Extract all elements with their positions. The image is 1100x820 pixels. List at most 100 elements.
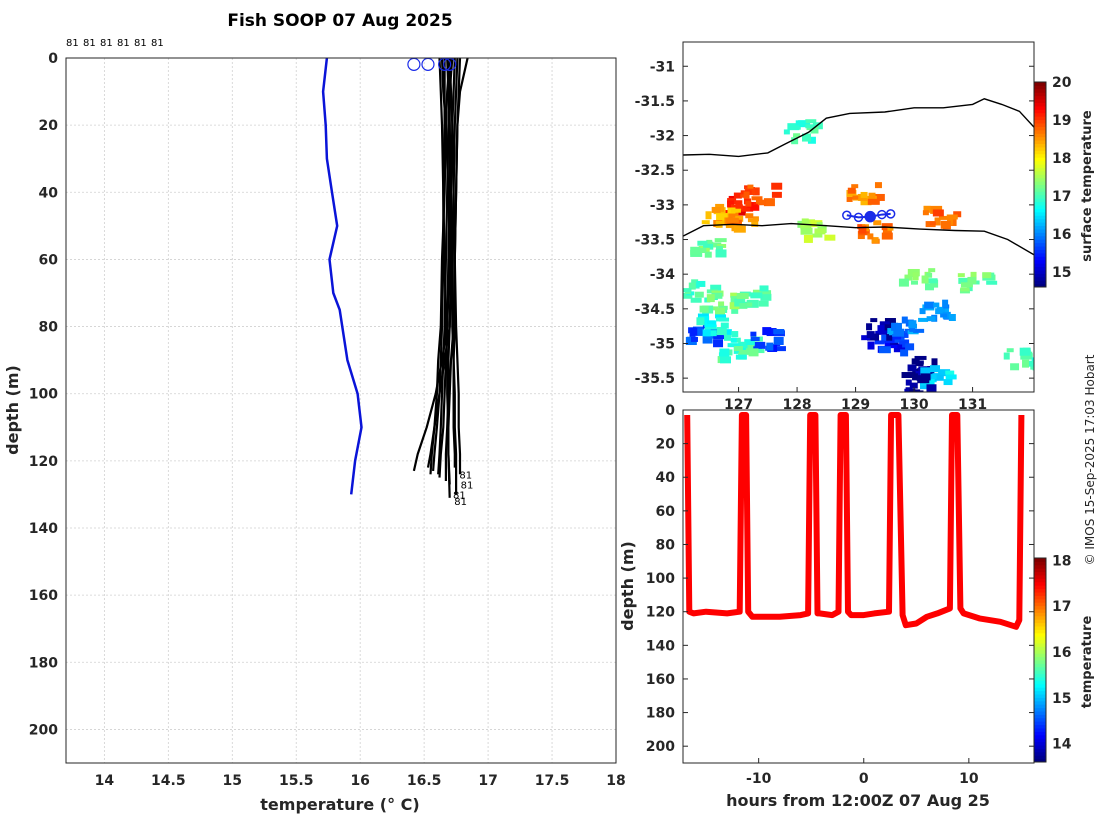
- profile-line-profile-12: [452, 57, 462, 468]
- profile-x-tick-label: 14: [95, 773, 115, 789]
- section-y-tick-label: 80: [656, 537, 676, 553]
- section-colorbar-segment: [1034, 646, 1046, 651]
- map-sst-pixel: [750, 331, 757, 337]
- map-colorbar-segment: [1034, 246, 1046, 250]
- map-colorbar-tick-label: 20: [1052, 75, 1072, 91]
- credit-text: © IMOS 15-Sep-2025 17:03 Hobart: [1083, 354, 1097, 565]
- map-x-tick-label: 129: [841, 397, 870, 413]
- section-colorbar-segment: [1034, 598, 1046, 603]
- map-sst-pixel: [982, 272, 992, 279]
- section-colorbar-segment: [1034, 751, 1046, 756]
- section-y-tick-label: 20: [656, 437, 676, 453]
- section-colorbar-segment: [1034, 564, 1046, 569]
- profile-y-tick-label: 80: [39, 320, 59, 336]
- map-sst-pixel: [887, 328, 894, 335]
- map-colorbar-segment: [1034, 211, 1046, 216]
- map-sst-pixel: [912, 373, 919, 381]
- map-sst-pixel: [726, 217, 739, 223]
- map-sst-pixel: [814, 228, 826, 235]
- map-y-tick-label: -35.5: [635, 371, 675, 387]
- map-colorbar-segment: [1034, 232, 1046, 237]
- map-sst-pixel: [930, 365, 941, 373]
- map-sst-pixel: [915, 362, 924, 367]
- map-content: [683, 98, 1034, 392]
- map-sst-pixel: [866, 323, 873, 331]
- map-sst-pixel: [943, 379, 953, 386]
- profile-line-profile-11: [438, 57, 451, 485]
- map-sst-pixel: [766, 342, 774, 351]
- map-sst-pixel: [697, 240, 708, 246]
- map-colorbar-segment: [1034, 273, 1046, 278]
- section-y-label: depth (m): [618, 541, 637, 631]
- map-sst-pixel: [874, 182, 882, 189]
- map-sst-pixel: [931, 358, 938, 367]
- profile-y-tick-label: 20: [39, 118, 59, 134]
- map-sst-pixel: [867, 198, 880, 205]
- map-sst-pixel: [723, 334, 731, 341]
- map-sst-pixel: [752, 187, 760, 196]
- map-sst-pixel: [748, 348, 759, 357]
- map-colorbar-segment: [1034, 112, 1046, 117]
- map-sst-pixel: [802, 133, 812, 142]
- map-colorbar-segment: [1034, 235, 1046, 240]
- map-colorbar-segment: [1034, 184, 1046, 189]
- map-sst-pixel: [915, 370, 925, 376]
- map-y-tick-label: -34.5: [635, 302, 675, 318]
- profile-end-label: 81: [459, 470, 472, 481]
- section-colorbar-segment: [1034, 690, 1046, 695]
- map-colorbar-segment: [1034, 283, 1046, 288]
- profile-start-marker: [421, 57, 435, 71]
- section-colorbar-segment: [1034, 738, 1046, 743]
- profile-y-tick-label: 140: [29, 521, 58, 537]
- profile-x-tick-label: 15: [223, 773, 242, 789]
- section-colorbar-segment: [1034, 636, 1046, 641]
- map-y-tick-label: -33: [650, 198, 675, 214]
- map-sst-pixel: [918, 317, 929, 322]
- map-sst-pixel: [970, 271, 977, 280]
- section-colorbar-segment: [1034, 656, 1046, 661]
- map-sst-pixel: [735, 354, 747, 360]
- surface-temperature-colorbar: 15 16 17 18 19 20: [1033, 75, 1072, 288]
- map-sst-pixel: [690, 297, 702, 303]
- map-sst-pixel: [920, 381, 928, 386]
- time-depth-plot: 0 20 40 60 80 100 120 140 160 180 200 -10 0 10 14 15 16…: [618, 403, 1095, 810]
- map-sst-pixel: [750, 204, 760, 211]
- section-colorbar-segment: [1034, 643, 1046, 647]
- section-colorbar-segment: [1034, 585, 1046, 590]
- section-x-tick-label: -10: [746, 771, 772, 787]
- map-sst-pixel: [739, 349, 751, 355]
- map-colorbar-segment: [1034, 153, 1046, 158]
- map-colorbar-segment: [1034, 99, 1046, 103]
- map-sst-pixel: [701, 220, 710, 225]
- section-colorbar-segment: [1034, 704, 1046, 709]
- map-sst-pixel: [750, 337, 760, 342]
- map-sst-pixel: [911, 358, 920, 365]
- map-sst-pixel: [730, 292, 738, 298]
- map-sst-pixel: [706, 330, 717, 337]
- map-sst-pixel: [873, 220, 882, 226]
- map-sst-pixel: [926, 316, 936, 322]
- map-colorbar-tick-label: 16: [1052, 227, 1071, 243]
- map-sst-pixel: [715, 314, 727, 319]
- section-colorbar-segment: [1034, 653, 1046, 658]
- map-colorbar-segment: [1034, 280, 1046, 285]
- map-sst-pixel: [940, 220, 951, 229]
- map-sst-pixel: [967, 276, 977, 284]
- section-colorbar-segment: [1034, 677, 1046, 681]
- profile-y-tick-label: 60: [39, 252, 59, 268]
- map-coastline: [683, 98, 1034, 158]
- map-sst-pixel: [753, 341, 766, 349]
- section-colorbar-segment: [1034, 734, 1046, 739]
- map-sst-pixel: [932, 209, 944, 217]
- map-sst-pixel: [763, 198, 775, 207]
- map-sst-pixel: [900, 349, 909, 357]
- profile-top-label: 81: [151, 38, 164, 49]
- section-colorbar-segment: [1034, 663, 1046, 668]
- map-y-tick-label: -34: [650, 267, 676, 283]
- map-sst-pixel: [946, 214, 958, 220]
- map-sst-pixel: [905, 387, 913, 392]
- section-colorbar-segment: [1034, 612, 1046, 617]
- map-sst-pixel: [740, 342, 748, 349]
- map-sst-pixel: [926, 272, 933, 278]
